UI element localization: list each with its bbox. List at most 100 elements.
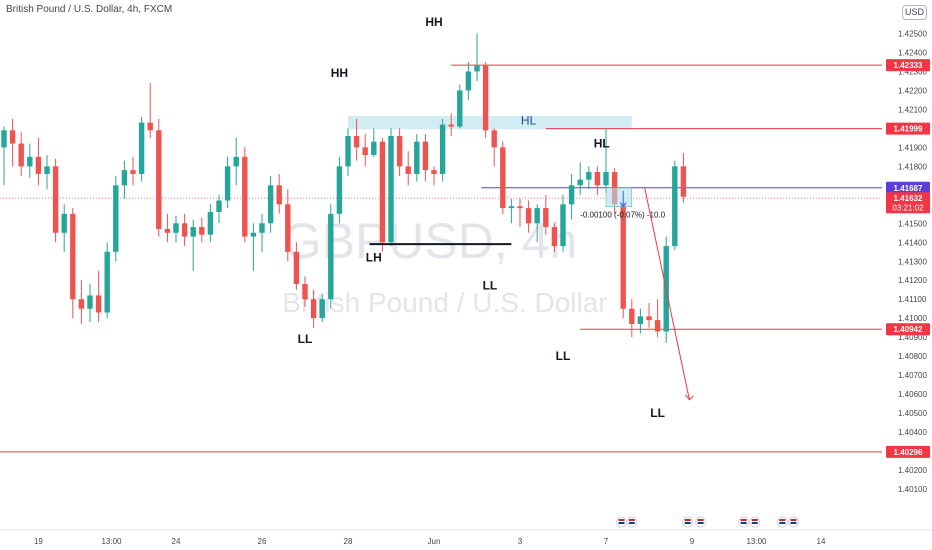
annotation-label: LL [650,406,665,420]
candle-body [353,135,360,148]
candle-body [491,130,497,148]
candle-body [405,166,411,174]
drawings-layer: -0.00100 (-0.07%) -10.0 [369,187,694,401]
event-flag-stripe-icon [684,522,691,524]
candle-body [594,172,601,186]
time-tick-label: 13:00 [746,537,767,546]
event-flag-stripe-icon [790,519,797,521]
candle-body [654,320,661,332]
price-tag-label: 1.40296 [894,448,923,457]
candle-body [27,156,33,167]
candle-body [130,170,136,174]
price-tick-label: 1.41900 [898,143,927,152]
symbol-header: British Pound / U.S. Dollar, 4h, FXCM [6,4,173,15]
candle-body [242,156,248,237]
price-tick-label: 1.41800 [898,162,927,171]
event-flag-stripe-icon [684,519,691,521]
event-flag-stripe-icon [697,519,704,521]
currency-button[interactable]: USD [902,5,927,20]
price-tag-label: 1.41687 [894,184,923,193]
candle-body [680,166,687,197]
price-tick-label: 1.40400 [898,428,927,437]
time-tick-label: 3 [518,537,523,546]
price-tick-label: 1.42300 [898,67,927,76]
price-tick-label: 1.41300 [898,257,927,266]
candle-body [457,90,463,127]
event-flag-stripe-icon [618,519,625,521]
price-tick-label: 1.40700 [898,371,927,380]
measure-box [605,187,633,208]
candle-body [164,228,171,233]
candle-body [543,208,549,228]
candle-body [190,227,196,237]
candle-body [422,141,429,171]
price-tick-label: 1.42500 [898,29,927,38]
annotation-label: HL [594,136,610,150]
candle-body [87,295,93,309]
current-price-tag [886,192,930,214]
measure-arrow-head [619,202,627,208]
time-tick-label: 7 [604,537,609,546]
price-tick-label: 1.40900 [898,333,927,342]
event-flag-stripe-icon [628,519,635,521]
candle-body [336,166,343,214]
candle-body [629,308,635,324]
candle-body [181,223,188,237]
candle-body [293,251,300,285]
annotation-label: LL [298,332,313,346]
candle-body [216,200,222,212]
candle-body [285,204,291,252]
price-tick-label: 1.40600 [898,390,927,399]
candle-body [586,172,592,180]
candle-body [328,213,334,300]
time-tick-label: 14 [817,537,826,546]
event-flag-stripe-icon [751,519,758,521]
candle-body [207,211,214,235]
candle-body [310,299,317,319]
candle-body [156,130,162,229]
candle-body [551,227,558,247]
annotation-label: LL [556,349,571,363]
time-tick-label: 9 [690,537,695,546]
annotations-layer: HH HH HL HL LH LL LL LL LL [298,15,665,420]
price-tag [886,181,930,194]
event-flag-stripe-icon [618,522,625,524]
candle-body [431,170,437,174]
candle-body [474,65,480,72]
price-tag [886,445,930,458]
price-tick-label: 1.41000 [898,314,927,323]
price-tag-label: 1.41999 [894,125,923,134]
time-tick-label: Jun [428,537,441,546]
candle-body [396,135,403,167]
annotation-label: LL [483,279,498,293]
projection-arrow [644,187,690,400]
candle-body [319,299,325,319]
candle-body [52,166,59,233]
time-tick-label: 26 [258,537,267,546]
projection-arrow-head [685,394,694,401]
price-tick-label: 1.40800 [898,352,927,361]
event-flag-stripe-icon [790,522,797,524]
event-flag-stripe-icon [740,522,747,524]
candle-body [465,71,472,91]
event-flag-stripe-icon [751,522,758,524]
candle-body [560,204,566,247]
annotation-label: HL [521,114,537,128]
candle-body [78,299,85,309]
candle-body [508,206,515,209]
candle-body [620,204,626,309]
candle-body [121,170,128,186]
candle-body [577,179,583,186]
candle-body [95,295,102,313]
candle-body [448,124,454,127]
time-tick-label: 28 [344,537,353,546]
candle-body [138,122,145,174]
measure-label: -0.00100 (-0.07%) -10.0 [580,211,665,220]
candle-body [250,232,257,237]
candle-body [345,135,351,167]
candle-body [147,122,153,131]
time-tick-label: 24 [172,537,181,546]
price-axis[interactable]: 1.425001.424001.423001.422001.421001.420… [884,0,932,550]
time-axis[interactable]: 19 13:00 24 26 28 Jun 3 7 9 13:00 14 [0,529,932,546]
